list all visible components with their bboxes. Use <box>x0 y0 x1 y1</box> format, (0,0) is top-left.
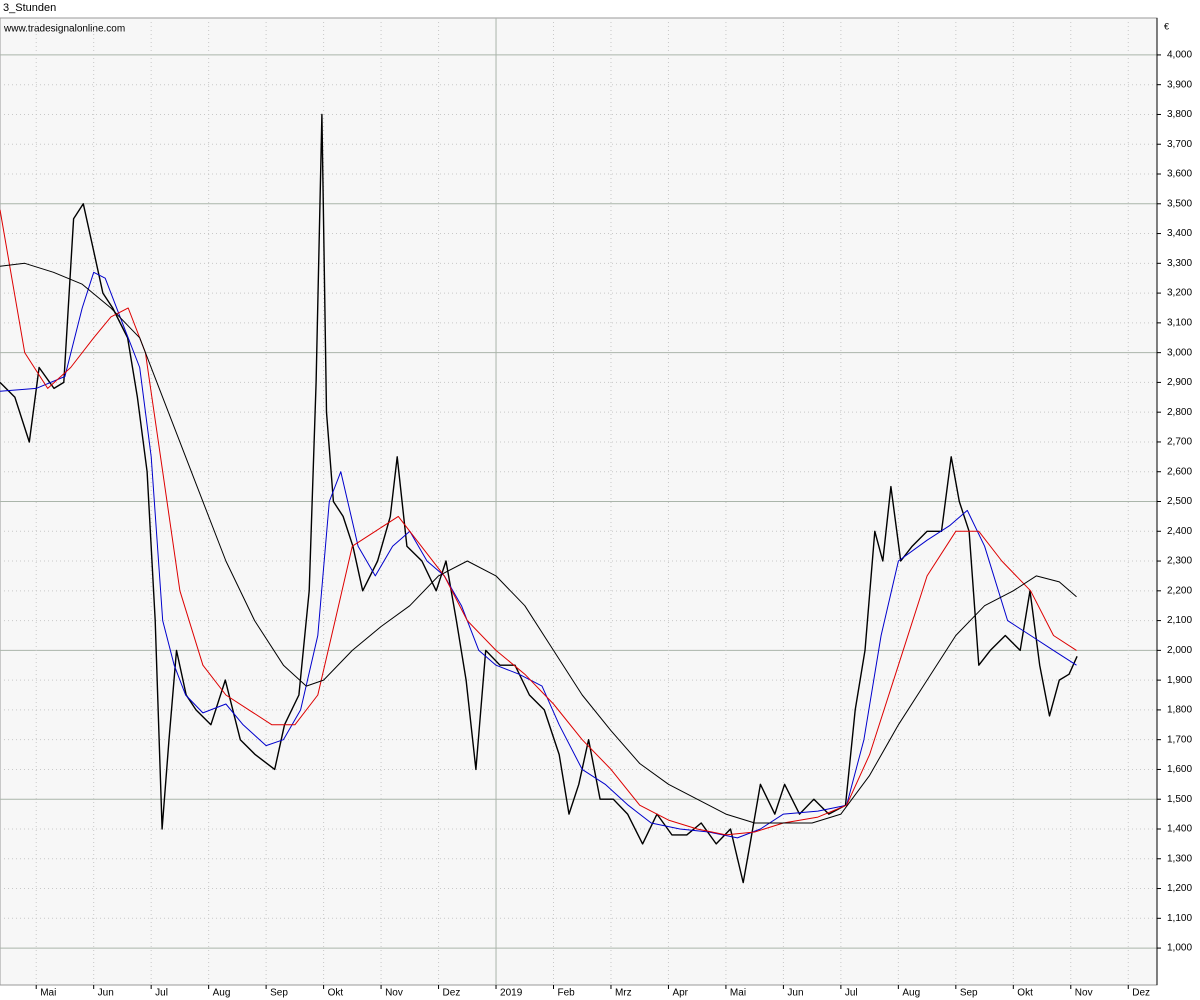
x-tick-label: Sep <box>270 988 288 999</box>
y-tick-label: 1,400 <box>1167 824 1192 835</box>
y-tick-label: 2,100 <box>1167 615 1192 626</box>
x-tick-label: Dez <box>443 988 461 999</box>
y-tick-label: 2,200 <box>1167 585 1192 596</box>
y-tick-label: 4,000 <box>1167 50 1192 61</box>
y-tick-label: 2,500 <box>1167 496 1192 507</box>
y-tick-label: 2,800 <box>1167 407 1192 418</box>
y-tick-label: 3,200 <box>1167 288 1192 299</box>
x-tick-label: Nov <box>1075 988 1093 999</box>
y-tick-label: 2,300 <box>1167 556 1192 567</box>
x-tick-label: Jul <box>845 988 858 999</box>
x-tick-label: Jun <box>787 988 803 999</box>
y-tick-label: 3,300 <box>1167 258 1192 269</box>
y-tick-label: 3,500 <box>1167 198 1192 209</box>
y-tick-label: 1,700 <box>1167 734 1192 745</box>
y-tick-label: 2,400 <box>1167 526 1192 537</box>
y-tick-label: 1,900 <box>1167 675 1192 686</box>
x-tick-label: 2019 <box>500 988 523 999</box>
series-line <box>0 209 1077 836</box>
x-tick-label: Mrz <box>615 988 632 999</box>
y-tick-label: 1,300 <box>1167 853 1192 864</box>
x-tick-label: Sep <box>960 988 978 999</box>
x-tick-label: Aug <box>213 988 231 999</box>
y-tick-label: 1,100 <box>1167 913 1192 924</box>
chart-title: 3_Stunden <box>3 2 56 14</box>
x-tick-label: Okt <box>328 988 344 999</box>
x-tick-label: Dez <box>1132 988 1150 999</box>
y-tick-label: 1,000 <box>1167 943 1192 954</box>
y-tick-label: 1,500 <box>1167 794 1192 805</box>
y-tick-label: 3,000 <box>1167 347 1192 358</box>
y-tick-label: 3,600 <box>1167 169 1192 180</box>
y-tick-label: 1,600 <box>1167 764 1192 775</box>
unit-label: € <box>1164 21 1169 31</box>
x-tick-label: Okt <box>1017 988 1033 999</box>
y-tick-label: 3,400 <box>1167 228 1192 239</box>
y-tick-label: 3,700 <box>1167 139 1192 150</box>
y-tick-label: 2,000 <box>1167 645 1192 656</box>
y-tick-label: 3,900 <box>1167 79 1192 90</box>
x-tick-label: Feb <box>557 988 575 999</box>
chart-subtitle: www.tradesignalonline.com <box>3 24 125 35</box>
series-line <box>0 271 1077 839</box>
y-tick-label: 2,600 <box>1167 466 1192 477</box>
y-tick-label: 1,800 <box>1167 705 1192 716</box>
x-tick-label: Aug <box>902 988 920 999</box>
x-tick-label: Mai <box>730 988 746 999</box>
y-tick-label: 3,800 <box>1167 109 1192 120</box>
y-tick-label: 2,700 <box>1167 437 1192 448</box>
y-tick-label: 2,900 <box>1167 377 1192 388</box>
y-tick-label: 1,200 <box>1167 883 1192 894</box>
x-tick-label: Jul <box>155 988 168 999</box>
series-line <box>0 262 1077 824</box>
x-tick-label: Jun <box>98 988 114 999</box>
x-tick-label: Nov <box>385 988 403 999</box>
x-tick-label: Apr <box>672 988 688 999</box>
x-tick-label: Mai <box>40 988 56 999</box>
y-tick-label: 3,100 <box>1167 318 1192 329</box>
